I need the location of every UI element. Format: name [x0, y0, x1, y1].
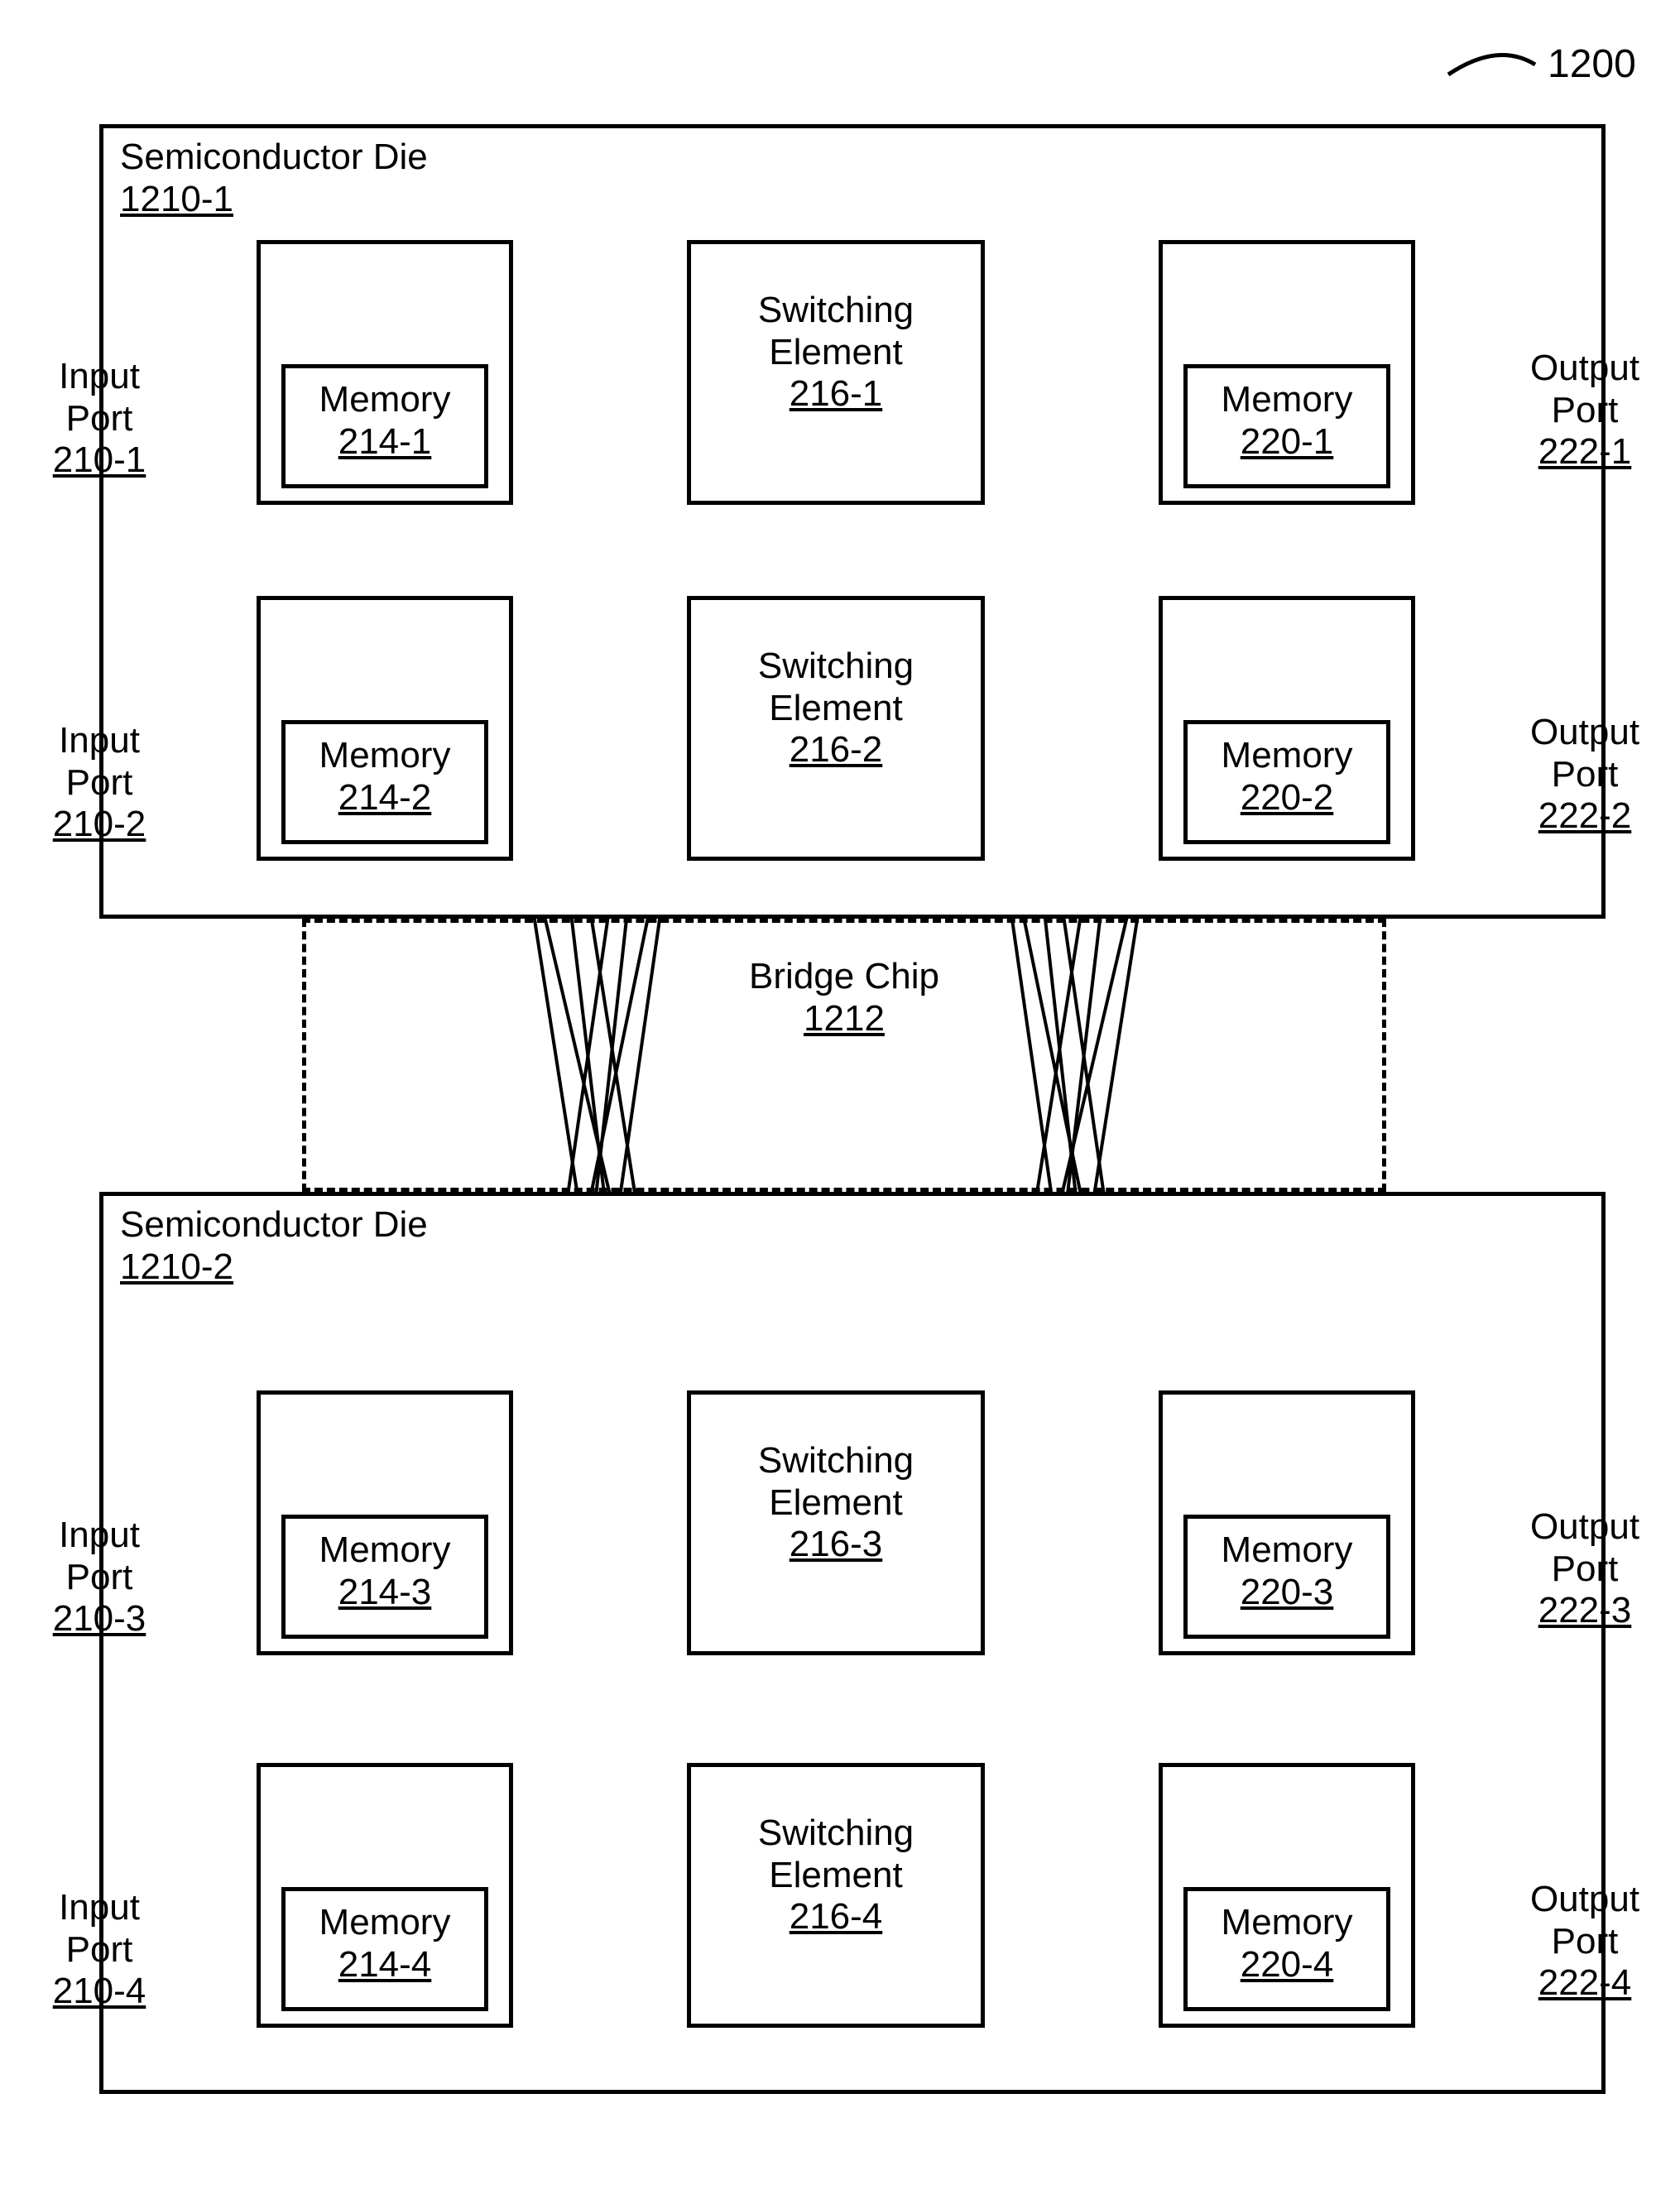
output-port-label-3: OutputPort222-3 [1514, 1506, 1655, 1632]
output-port-label-2: OutputPort222-2 [1514, 712, 1655, 838]
demux-memory-label-2: Memory214-2 [281, 735, 488, 819]
mux-memory-label-2: Memory220-2 [1183, 735, 1390, 819]
input-port-label-3: InputPort210-3 [41, 1515, 157, 1640]
mux-memory-label-3: Memory220-3 [1183, 1530, 1390, 1613]
input-port-label-1: InputPort210-1 [41, 356, 157, 482]
demux-memory-label-4: Memory214-4 [281, 1902, 488, 1986]
input-port-label-2: InputPort210-2 [41, 720, 157, 846]
bridge-chip-label: Bridge Chip1212 [728, 956, 960, 1040]
switching-element-label-3: SwitchingElement216-3 [687, 1440, 985, 1566]
switching-element-label-1: SwitchingElement216-1 [687, 290, 985, 415]
die-label-2: Semiconductor Die1210-2 [120, 1204, 428, 1288]
figure-ref: 1200 [1548, 41, 1636, 87]
output-port-label-4: OutputPort222-4 [1514, 1879, 1655, 2005]
mux-memory-label-1: Memory220-1 [1183, 379, 1390, 463]
output-port-label-1: OutputPort222-1 [1514, 348, 1655, 473]
switching-element-label-4: SwitchingElement216-4 [687, 1813, 985, 1938]
die-label-1: Semiconductor Die1210-1 [120, 137, 428, 220]
demux-memory-label-3: Memory214-3 [281, 1530, 488, 1613]
demux-memory-label-1: Memory214-1 [281, 379, 488, 463]
input-port-label-4: InputPort210-4 [41, 1887, 157, 2013]
diagram-canvas: 1200 Semiconductor Die1210-1 Semiconducto… [0, 0, 1680, 2185]
mux-memory-label-4: Memory220-4 [1183, 1902, 1390, 1986]
switching-element-label-2: SwitchingElement216-2 [687, 646, 985, 771]
